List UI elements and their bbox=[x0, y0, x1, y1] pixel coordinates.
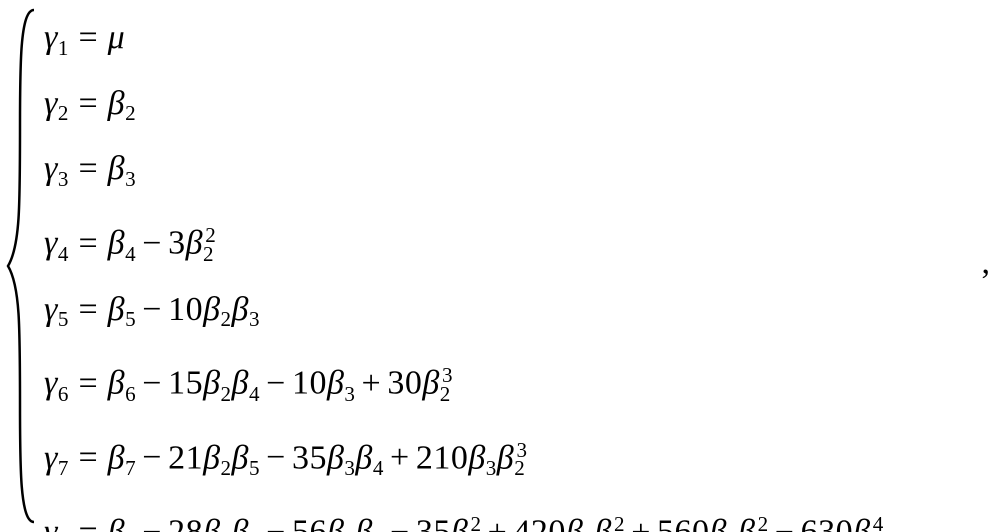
trailing-comma: , bbox=[982, 244, 991, 282]
equation-list: γ1=μγ2=β2γ3=β3γ4=β4−3β22γ5=β5−10β2β3γ6=β… bbox=[44, 10, 884, 532]
equation-line: γ7=β7−21β2β5−35β3β4+210β3β23 bbox=[44, 422, 884, 496]
equation-line: γ1=μ bbox=[44, 10, 884, 76]
equation-line: γ2=β2 bbox=[44, 76, 884, 142]
equation-line: γ6=β6−15β2β4−10β3+30β23 bbox=[44, 347, 884, 421]
equation-line: γ4=β4−3β22 bbox=[44, 207, 884, 281]
equation-line: γ8=β8−28β2β6−56β3β5−35β42+420β4β22+560β2… bbox=[44, 496, 884, 532]
equation-line: γ5=β5−10β2β3 bbox=[44, 282, 884, 348]
equation-line: γ3=β3 bbox=[44, 141, 884, 207]
left-brace-icon bbox=[6, 6, 42, 526]
math-cumulant-definitions: γ1=μγ2=β2γ3=β3γ4=β4−3β22γ5=β5−10β2β3γ6=β… bbox=[0, 0, 1000, 532]
